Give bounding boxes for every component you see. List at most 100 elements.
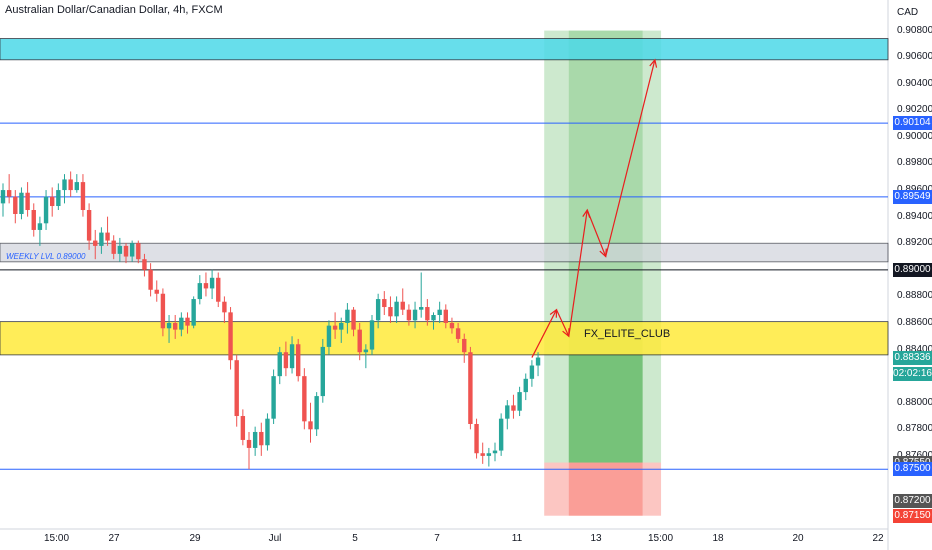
candle-body	[431, 315, 436, 321]
candle-body	[74, 182, 79, 191]
candle-body	[56, 190, 61, 207]
candle-body	[25, 192, 30, 211]
candle-body	[240, 416, 246, 440]
price-tag: 0.88336	[893, 351, 932, 366]
projection-segment	[586, 209, 607, 257]
chart-title: Australian Dollar/Canadian Dollar, 4h, F…	[5, 4, 223, 16]
price-tag: 0.87150	[893, 508, 932, 523]
target-zone-filled	[568, 354, 643, 463]
candle-body	[37, 223, 43, 230]
projection-segment	[568, 209, 588, 337]
price-axis-label: 0.90800	[897, 24, 932, 36]
candle-body	[19, 192, 24, 214]
candle-body	[154, 289, 159, 294]
candle-body	[523, 378, 528, 393]
candle-body	[148, 269, 153, 290]
zone-cyan	[0, 38, 889, 61]
candle-body	[6, 190, 12, 197]
candle-body	[296, 344, 301, 377]
price-axis-label: 0.88000	[897, 396, 932, 408]
time-axis-label: 5	[352, 533, 358, 544]
candle-body	[419, 307, 424, 310]
candle-body	[517, 392, 522, 411]
candle-body	[283, 352, 289, 369]
projection-segment	[605, 59, 656, 257]
candle-body	[222, 301, 227, 313]
candle-body	[191, 299, 196, 326]
candle-body	[93, 240, 98, 246]
candle-body	[271, 376, 276, 419]
candle-body	[136, 243, 141, 260]
zone-label: FX_ELITE_CLUB	[584, 328, 671, 340]
zone-yellow	[0, 321, 889, 356]
candle-body	[505, 405, 510, 419]
candle-body	[474, 423, 479, 454]
candle-body	[437, 309, 442, 316]
candle-body	[345, 309, 350, 323]
time-axis-label: Jul	[268, 533, 282, 544]
price-axis-label: 0.89600	[897, 184, 932, 195]
price-axis-label: 0.87800	[897, 423, 932, 435]
candle-body	[320, 346, 325, 397]
candle-body	[363, 349, 369, 353]
candle-body	[314, 396, 319, 430]
candle-body	[277, 352, 282, 377]
candle-body	[129, 243, 135, 257]
candle-body	[111, 240, 116, 254]
price-tag: 0.90104	[893, 116, 932, 131]
candle-body	[166, 322, 172, 329]
candle-body	[468, 352, 473, 424]
price-tag: 0.89549	[893, 189, 932, 204]
candle-body	[80, 182, 86, 211]
candle-body	[492, 450, 498, 454]
candle-body	[357, 329, 362, 353]
weekly-level-label: WEEKLY LVL 0.89000	[6, 252, 86, 261]
candle-body	[99, 232, 104, 246]
candle-body	[216, 277, 221, 302]
candle-body	[388, 307, 393, 317]
candle-body	[179, 317, 184, 330]
candle-body	[369, 320, 375, 350]
candle-body	[31, 210, 36, 230]
candle-body	[406, 309, 412, 321]
price-axis-label: 0.88400	[897, 343, 932, 355]
candle-body	[50, 196, 55, 207]
currency-label: CAD	[897, 7, 919, 18]
candle-body	[43, 196, 49, 224]
candle-body	[443, 309, 448, 323]
time-axis-label: 13	[590, 533, 602, 544]
candle-body	[449, 322, 455, 329]
price-axis-label: 0.89200	[897, 237, 932, 249]
price-axis-label: 0.90000	[897, 130, 932, 142]
stop-zone-inner	[568, 462, 643, 516]
candle-body	[123, 245, 129, 257]
projection-segment	[555, 309, 570, 337]
zone-grey	[0, 242, 889, 263]
candle-body	[259, 431, 264, 446]
price-axis-label: 0.87600	[897, 450, 932, 461]
candle-body	[425, 307, 430, 321]
time-axis-label: 15:00	[648, 533, 674, 544]
price-tag: 0.89000	[893, 262, 932, 277]
time-axis-label: 20	[792, 533, 804, 544]
candle-body	[339, 322, 344, 330]
time-axis-label: 18	[712, 533, 724, 544]
candle-body	[246, 439, 252, 448]
candle-body	[160, 293, 166, 329]
candle-body	[68, 179, 73, 191]
candle-body	[462, 338, 467, 353]
plot-area	[0, 0, 888, 529]
price-axis-label: 0.88800	[897, 290, 932, 302]
price-axis-label: 0.89800	[897, 157, 932, 169]
price-axis-label: 0.90600	[897, 51, 932, 63]
projection-segment	[531, 309, 558, 358]
stop-zone-outer	[544, 462, 662, 516]
candle-body	[185, 317, 190, 326]
candle-body	[351, 309, 356, 330]
candle-body	[0, 190, 6, 204]
candle-body	[228, 312, 233, 361]
candle-body	[265, 418, 270, 446]
candle-body	[203, 283, 209, 289]
price-axis-label: 0.90400	[897, 77, 932, 89]
